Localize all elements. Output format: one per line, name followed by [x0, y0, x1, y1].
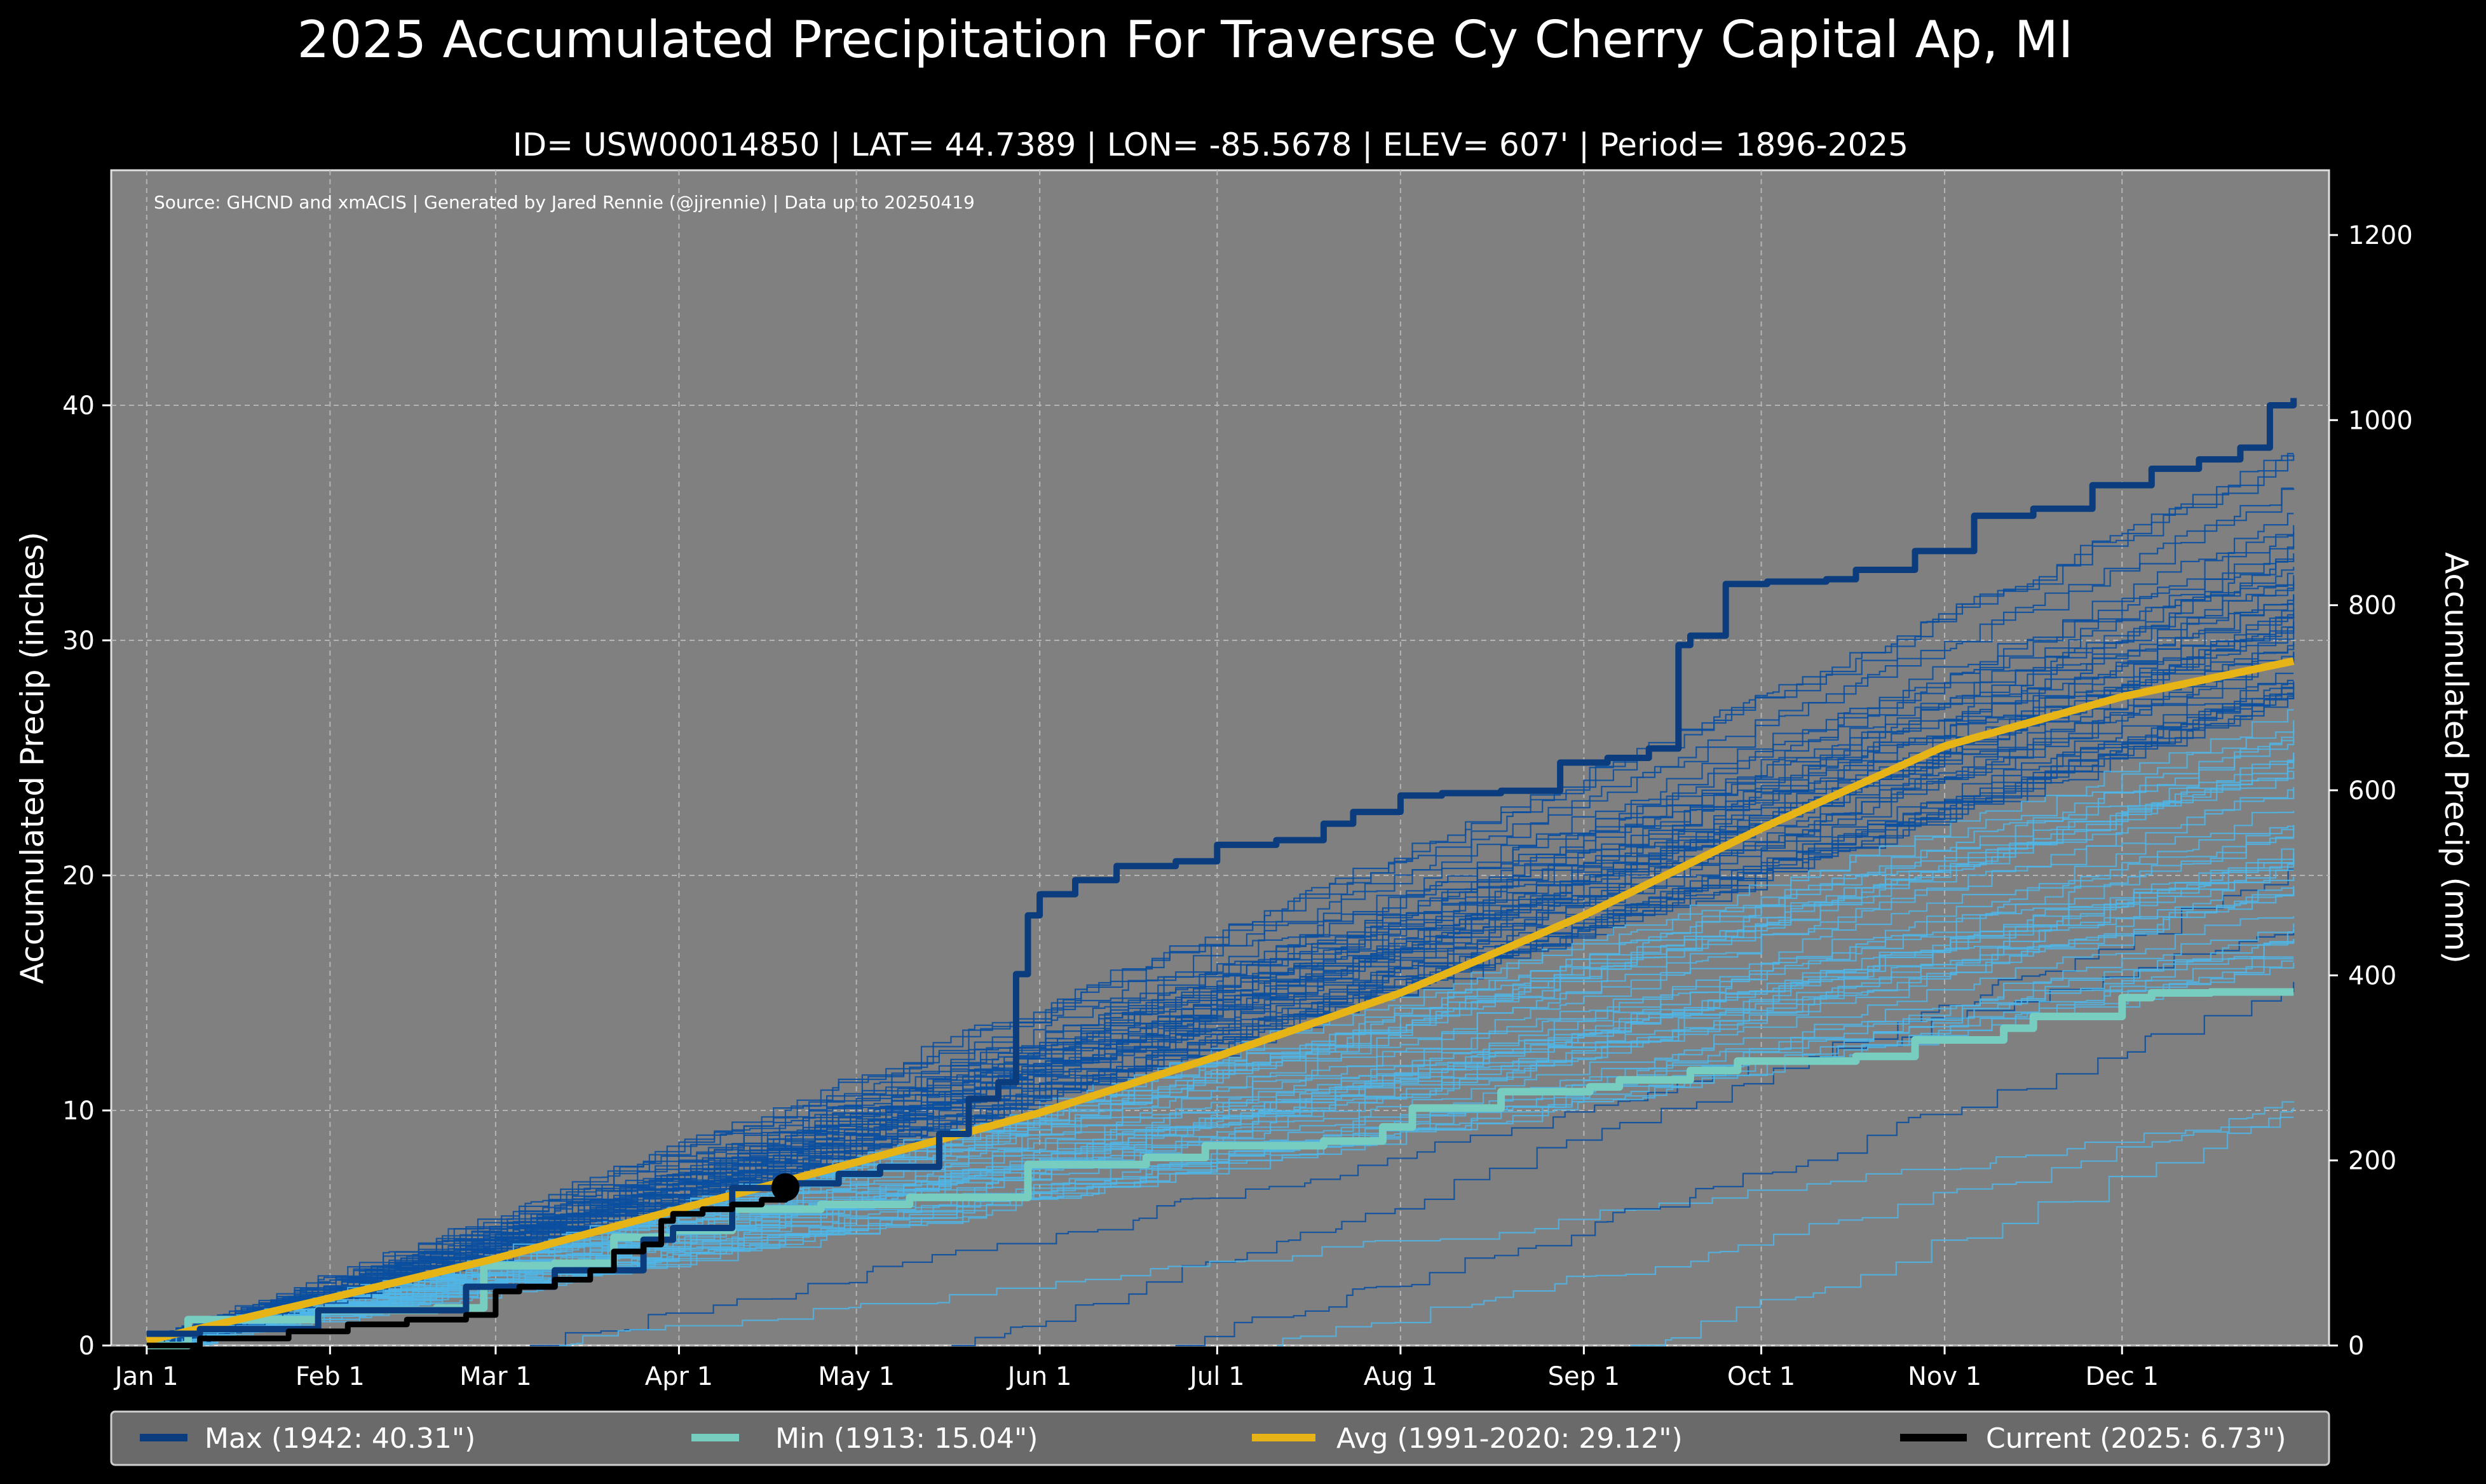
y-tick-label-right-0: 0: [2348, 1332, 2364, 1361]
y-tick-label-right-4: 800: [2348, 591, 2396, 621]
axes: Jan 1 Feb 1 Mar 1 Apr 1 May 1 Jun 1 Jul 1 Aug 1…: [62, 221, 2413, 1391]
history-trace-44: [146, 487, 2294, 1347]
y-tick-label-left-2: 20: [62, 861, 95, 891]
x-tick-label-0: Jan 1: [113, 1362, 179, 1391]
history-trace-89: [146, 641, 2295, 1347]
source-note: Source: GHCND and xmACIS | Generated by …: [154, 192, 975, 213]
legend-label-current: Current (2025: 6.73"): [1986, 1422, 2286, 1455]
history-trace-66: [146, 759, 2295, 1347]
history-trace-3: [1277, 1101, 2295, 1347]
history-trace-2: [530, 928, 2295, 1347]
history-trace-86: [146, 916, 2295, 1347]
y-tick-label-right-1: 200: [2348, 1147, 2396, 1176]
legend-item-min: Min (1913: 15.04"): [691, 1422, 1038, 1455]
history-trace-4: [559, 1116, 2294, 1347]
history-trace-72: [146, 825, 2295, 1347]
chart-subtitle: ID= USW00014850 | LAT= 44.7389 | LON= -8…: [513, 126, 1908, 163]
series-line-current: [146, 1187, 789, 1349]
history-trace-1: [951, 868, 2294, 1347]
history-trace-83: [146, 584, 2295, 1347]
y-tick-label-right-5: 1000: [2348, 406, 2413, 435]
y-tick-label-right-3: 600: [2348, 776, 2396, 806]
x-tick-label-11: Dec 1: [2085, 1362, 2159, 1391]
history-trace-81: [146, 681, 2295, 1347]
history-trace-85: [146, 614, 2295, 1347]
y-tick-label-left-3: 30: [62, 626, 95, 656]
history-trace-50: [146, 488, 2295, 1347]
legend-item-current: Current (2025: 6.73"): [1900, 1422, 2286, 1455]
legend-box: [110, 1410, 2330, 1466]
y-tick-label-left-0: 0: [79, 1332, 95, 1361]
x-tick-label-6: Jul 1: [1188, 1362, 1244, 1391]
history-trace-5: [1175, 981, 2295, 1347]
history-trace-71: [146, 525, 2295, 1347]
y-axis-label-right: Accumulated Precip (mm): [2438, 552, 2475, 964]
history-trace-77: [146, 956, 2294, 1347]
x-tick-label-5: Jun 1: [1006, 1362, 1072, 1391]
y-tick-label-right-6: 1200: [2348, 221, 2413, 250]
x-tick-label-10: Nov 1: [1908, 1362, 1981, 1391]
x-tick-label-2: Mar 1: [459, 1362, 532, 1391]
legend: Max (1942: 40.31") Min (1913: 15.04") Av…: [110, 1410, 2330, 1466]
x-tick-label-4: May 1: [818, 1362, 895, 1391]
legend-item-avg: Avg (1991-2020: 29.12"): [1252, 1422, 1683, 1455]
series: [146, 398, 2297, 1349]
series-line-avg: [146, 657, 2295, 1345]
legend-label-min: Min (1913: 15.04"): [775, 1422, 1038, 1455]
y-axis-label-left: Accumulated Precip (inches): [14, 532, 51, 984]
series-line-min: [146, 988, 2294, 1349]
legend-label-avg: Avg (1991-2020: 29.12"): [1336, 1422, 1683, 1455]
plot-area: [110, 169, 2330, 1347]
history-trace-34: [146, 452, 2294, 1347]
history-trace-76: [146, 738, 2295, 1347]
x-tick-label-1: Feb 1: [295, 1362, 365, 1391]
history-trace-65: [146, 752, 2295, 1347]
history-trace-87: [146, 853, 2295, 1347]
x-tick-label-8: Sep 1: [1548, 1362, 1620, 1391]
x-tick-label-7: Aug 1: [1364, 1362, 1437, 1391]
historical-years: [146, 452, 2295, 1347]
legend-label-max: Max (1942: 40.31"): [205, 1422, 475, 1455]
y-tick-label-left-4: 40: [62, 391, 95, 421]
legend-item-max: Max (1942: 40.31"): [140, 1422, 475, 1455]
x-tick-label-9: Oct 1: [1727, 1362, 1795, 1391]
current-marker: [771, 1173, 799, 1201]
chart-title: 2025 Accumulated Precipitation For Trave…: [297, 10, 2074, 69]
x-tick-label-3: Apr 1: [645, 1362, 713, 1391]
y-tick-label-left-1: 10: [62, 1096, 95, 1126]
history-trace-41: [146, 958, 2294, 1347]
y-tick-label-right-2: 400: [2348, 961, 2396, 990]
